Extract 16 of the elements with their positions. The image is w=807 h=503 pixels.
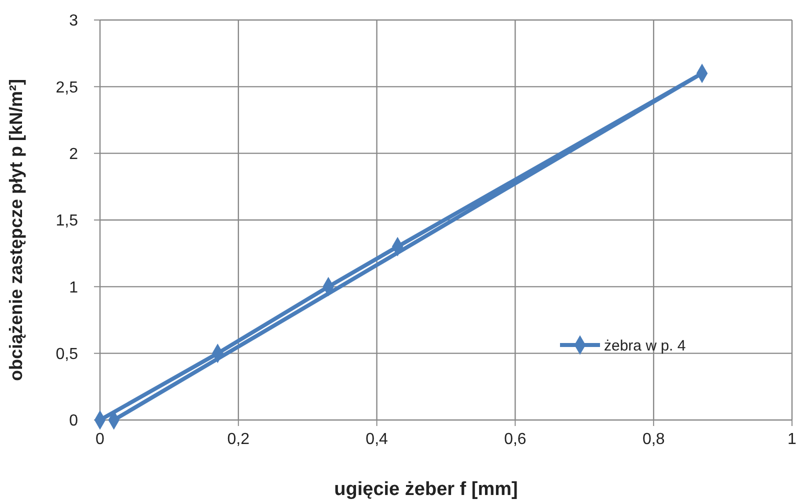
legend-label: żebra w p. 4 (604, 337, 686, 354)
y-tick-label: 2,5 (56, 79, 78, 96)
y-axis-title: obciążenie zastępcze płyt p [kN/m²] (6, 78, 26, 382)
y-tick-label: 0,5 (56, 346, 78, 363)
x-tick-label: 0 (96, 431, 105, 448)
y-tick-label: 1 (69, 279, 78, 296)
x-tick-label: 0,2 (227, 431, 250, 448)
y-tick-label: 1,5 (56, 212, 78, 230)
x-tick-label: 0,8 (642, 431, 665, 448)
x-tick-label: 1 (788, 431, 797, 448)
y-tick-label: 2 (69, 146, 78, 163)
y-tick-label: 3 (69, 12, 78, 30)
y-tick-label: 0 (69, 412, 78, 430)
x-tick-label: 0,4 (366, 431, 388, 448)
x-tick-label: 0,6 (504, 431, 526, 448)
x-axis-title: ugięcie żeber f [mm] (334, 479, 518, 500)
